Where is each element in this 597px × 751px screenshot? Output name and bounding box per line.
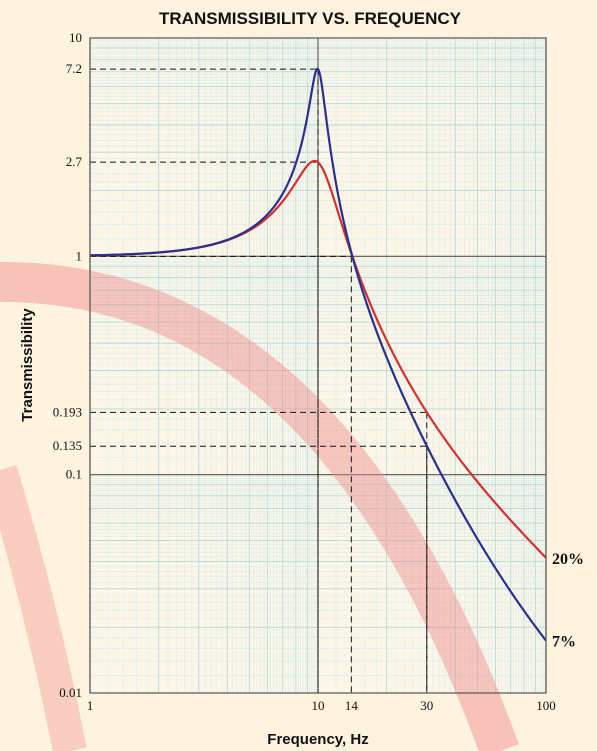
series-label: 7% [552, 634, 576, 651]
x-tick-label: 100 [536, 698, 556, 713]
x-axis-label: Frequency, Hz [267, 731, 368, 748]
y-tick-label: 1 [76, 248, 83, 263]
series-labels: 20% 7% [552, 551, 584, 651]
plot-frame [89, 37, 547, 694]
y-tick-label: 0.01 [59, 685, 82, 700]
annotation-lines [90, 68, 428, 693]
tick-labels: 1 10 14 30 100 10 7.2 2.7 1 0.193 0.135 0.1 0.01 [53, 30, 556, 713]
chart-title: TRANSMISSIBILITY VS. FREQUENCY [159, 9, 462, 28]
x-tick-label: 14 [345, 698, 359, 713]
series-line-7pct [90, 67, 546, 642]
x-tick-label: 10 [312, 698, 325, 713]
x-tick-label: 1 [87, 698, 94, 713]
y-tick-label: 0.193 [53, 404, 82, 419]
watermark-arc [0, 261, 519, 751]
y-tick-label: 10 [69, 30, 82, 45]
watermark-arc-left [0, 465, 87, 751]
series-label: 20% [552, 551, 584, 568]
y-tick-label: 0.135 [53, 438, 82, 453]
y-tick-label: 7.2 [66, 61, 82, 76]
y-axis-label: Transmissibility [19, 308, 36, 422]
y-tick-label: 0.1 [66, 467, 82, 482]
y-tick-label: 2.7 [66, 154, 83, 169]
series-layer [90, 67, 546, 642]
x-tick-label: 30 [420, 698, 433, 713]
